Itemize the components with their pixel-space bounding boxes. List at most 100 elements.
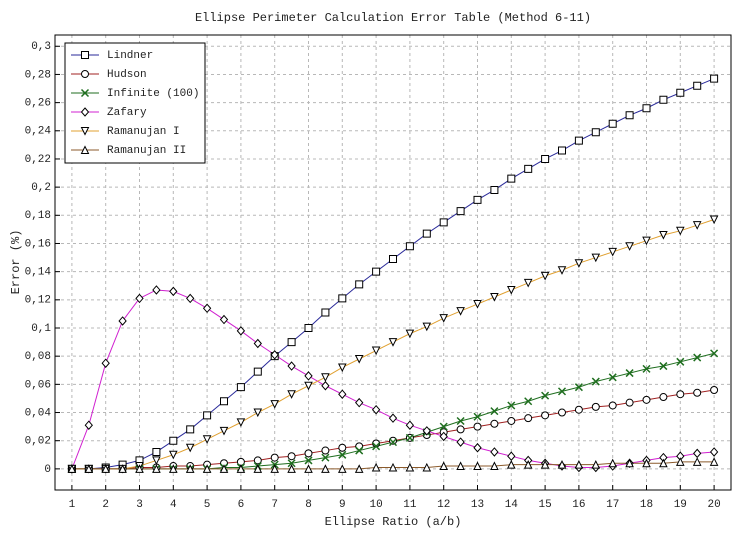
marker <box>456 207 465 216</box>
y-tick-label: 0,26 <box>25 98 51 110</box>
marker <box>676 88 685 97</box>
marker <box>642 364 651 373</box>
plot-frame <box>54 34 732 491</box>
x-tick-label: 8 <box>305 499 312 511</box>
marker <box>321 308 330 317</box>
marker <box>608 247 618 257</box>
marker <box>507 174 516 183</box>
marker <box>169 436 178 445</box>
marker <box>185 464 195 473</box>
y-tick-label: 0,28 <box>25 69 51 81</box>
marker <box>219 426 229 436</box>
marker <box>693 353 702 362</box>
marker <box>253 408 263 418</box>
marker <box>625 369 634 378</box>
marker <box>287 452 296 461</box>
marker <box>84 420 93 430</box>
marker <box>202 435 212 444</box>
marker <box>524 397 533 406</box>
legend-label: Hudson <box>107 69 147 81</box>
legend-label: Zafary <box>107 107 147 119</box>
marker <box>338 443 347 452</box>
marker <box>388 338 398 347</box>
y-tick-label: 0,18 <box>25 210 51 222</box>
marker <box>202 303 212 314</box>
x-tick-label: 10 <box>369 499 382 511</box>
marker <box>591 128 600 137</box>
y-tick-label: 0,04 <box>25 407 52 419</box>
y-tick-label: 0,12 <box>25 295 51 307</box>
legend-label: Ramanujan II <box>107 145 186 157</box>
marker <box>118 316 127 326</box>
marker <box>186 293 195 304</box>
marker <box>321 380 330 391</box>
marker <box>693 388 702 397</box>
x-tick-label: 7 <box>271 499 278 511</box>
marker <box>642 458 651 468</box>
marker <box>473 412 482 421</box>
y-tick-label: 0,16 <box>25 238 51 250</box>
marker <box>490 293 499 302</box>
legend: Lindner Hudson Infinite (100) Zafary Ramanuj… <box>64 42 206 164</box>
marker <box>354 464 364 473</box>
marker <box>574 383 583 392</box>
marker <box>101 358 110 368</box>
marker <box>557 408 567 417</box>
marker <box>80 88 90 98</box>
marker <box>203 411 212 420</box>
marker <box>338 294 347 303</box>
marker <box>439 422 448 431</box>
marker <box>287 361 296 371</box>
marker <box>388 413 398 423</box>
marker <box>506 285 516 295</box>
marker <box>422 426 431 436</box>
marker <box>625 242 634 251</box>
marker <box>439 461 449 471</box>
marker <box>540 271 550 281</box>
marker <box>422 322 432 332</box>
marker <box>456 437 465 447</box>
x-tick-label: 1 <box>69 499 76 511</box>
marker <box>168 450 178 460</box>
marker <box>490 461 499 471</box>
marker <box>473 461 482 471</box>
marker <box>405 433 414 442</box>
marker <box>80 127 90 136</box>
marker <box>321 464 330 473</box>
marker <box>270 453 279 462</box>
marker <box>456 307 465 316</box>
x-tick-label: 3 <box>136 499 143 511</box>
legend-label: Lindner <box>107 50 153 62</box>
x-tick-label: 9 <box>339 499 346 511</box>
marker <box>574 136 583 145</box>
x-axis-label: Ellipse Ratio (a/b) <box>325 515 462 529</box>
marker <box>321 373 330 382</box>
x-tick-label: 13 <box>471 499 484 511</box>
marker <box>591 402 600 411</box>
marker <box>659 95 668 104</box>
y-tick-label: 0,02 <box>25 436 51 448</box>
marker <box>439 314 449 323</box>
y-tick-label: 0 <box>44 464 51 476</box>
marker <box>118 464 127 473</box>
marker <box>84 464 94 473</box>
marker <box>507 416 516 425</box>
marker <box>168 464 178 473</box>
marker <box>490 185 499 194</box>
marker <box>337 464 347 473</box>
marker <box>321 446 330 455</box>
marker <box>473 300 482 309</box>
marker <box>692 221 702 230</box>
marker <box>236 383 245 392</box>
marker <box>524 414 533 423</box>
marker <box>710 385 719 394</box>
marker <box>473 195 482 204</box>
marker <box>506 460 516 469</box>
marker <box>675 226 685 236</box>
marker <box>676 357 685 366</box>
x-tick-label: 12 <box>437 499 450 511</box>
marker <box>135 293 144 304</box>
marker <box>270 464 280 473</box>
marker <box>625 111 634 120</box>
marker <box>473 422 482 431</box>
